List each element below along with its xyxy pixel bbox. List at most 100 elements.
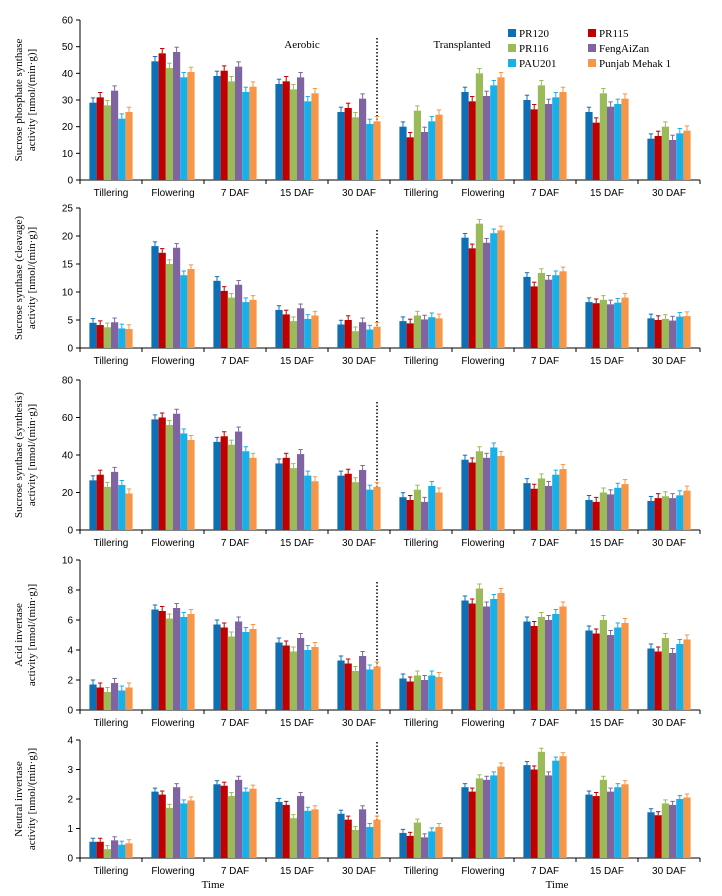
bar-pr120	[275, 642, 283, 710]
y-tick-label: 25	[62, 204, 74, 215]
bar-pau201	[428, 485, 436, 530]
bar-pr116	[413, 675, 421, 710]
bar-pr120	[275, 463, 283, 530]
bar-pau201	[366, 489, 374, 530]
bar-fengaizan	[173, 413, 181, 530]
bar-pau201	[614, 104, 622, 180]
bar-punjab-mehak-1	[187, 440, 195, 530]
bar-punjab-mehak-1	[249, 457, 257, 530]
bar-pr116	[227, 796, 235, 858]
bar-fengaizan	[359, 656, 367, 710]
bar-pr116	[165, 807, 173, 858]
bar-fengaizan	[483, 457, 491, 530]
bar-pr116	[661, 638, 669, 710]
bar-pau201	[552, 97, 560, 180]
bar-pr120	[523, 765, 531, 858]
legend-swatch-punjab-mehak-1	[588, 59, 596, 67]
bar-punjab-mehak-1	[125, 328, 133, 348]
panel-5: 0 1 2 3 4 Neutral invertaseactivity [nmol/(mi…	[13, 736, 701, 877]
bar-fengaizan	[111, 471, 119, 530]
legend-label-pau201: PAU201	[519, 58, 557, 70]
category-label: 30 DAF	[652, 866, 686, 877]
bar-pau201	[118, 328, 126, 348]
bar-pr115	[406, 500, 414, 530]
bar-pr120	[585, 630, 593, 710]
bar-pr116	[165, 618, 173, 710]
y-tick-label: 0	[67, 706, 73, 717]
y-tick-label: 80	[62, 376, 74, 387]
bar-pr115	[654, 136, 662, 180]
bar-fengaizan	[669, 498, 677, 530]
bar-pr116	[165, 425, 173, 530]
category-label: Tillering	[94, 356, 129, 367]
bar-fengaizan	[483, 606, 491, 710]
bar-pr116	[165, 264, 173, 348]
category-label: Flowering	[461, 718, 504, 729]
category-label: 30 DAF	[342, 866, 376, 877]
bar-pr116	[413, 489, 421, 530]
legend-swatch-pr116	[508, 44, 516, 52]
bar-fengaizan	[111, 90, 119, 180]
bar-punjab-mehak-1	[125, 843, 133, 858]
y-tick-label: 50	[62, 42, 74, 53]
category-label: 30 DAF	[342, 718, 376, 729]
bar-pr115	[344, 663, 352, 710]
bar-pr116	[537, 85, 545, 180]
bar-pr116	[103, 692, 111, 710]
bar-pr116	[289, 321, 297, 348]
category-label: 7 DAF	[221, 866, 249, 877]
bar-pr120	[213, 280, 221, 348]
category-label: Tillering	[94, 538, 129, 549]
bar-pau201	[552, 760, 560, 858]
bar-pr115	[530, 769, 538, 858]
bar-pau201	[614, 302, 622, 348]
bar-pr116	[661, 318, 669, 348]
bar-punjab-mehak-1	[373, 121, 381, 180]
bar-pr116	[165, 68, 173, 180]
bar-pr116	[661, 496, 669, 530]
bar-pr116	[661, 803, 669, 858]
bar-pr120	[151, 419, 159, 530]
bar-pr120	[647, 648, 655, 710]
bar-fengaizan	[173, 608, 181, 710]
bar-fengaizan	[545, 279, 553, 348]
category-label: Tillering	[94, 866, 129, 877]
bar-pr116	[475, 73, 483, 180]
panel-1: 0 10 20 30 40 50 60 Sucrose phosphate synthasea…	[13, 16, 701, 199]
bar-pr120	[523, 100, 531, 180]
bar-pr115	[530, 626, 538, 710]
bar-pr115	[592, 633, 600, 710]
y-tick-label: 4	[67, 736, 73, 747]
bar-pr115	[468, 791, 476, 858]
bar-pau201	[428, 675, 436, 710]
category-label: 15 DAF	[590, 356, 624, 367]
bar-pr120	[399, 321, 407, 348]
bar-pr116	[227, 636, 235, 710]
bar-pr120	[337, 112, 345, 180]
category-label: 15 DAF	[280, 356, 314, 367]
bar-pr115	[406, 323, 414, 348]
bar-pr116	[103, 327, 111, 348]
x-axis-title-left: Time	[202, 879, 225, 891]
bar-punjab-mehak-1	[559, 606, 567, 710]
bar-pr115	[158, 417, 166, 530]
bar-pr120	[275, 801, 283, 858]
category-label: 15 DAF	[590, 718, 624, 729]
bar-punjab-mehak-1	[621, 484, 629, 530]
bar-pau201	[242, 791, 250, 858]
bar-pr120	[399, 497, 407, 530]
bar-pr120	[399, 832, 407, 858]
bar-pr120	[213, 441, 221, 530]
bar-pr116	[537, 617, 545, 710]
bar-punjab-mehak-1	[559, 469, 567, 530]
category-label: Tillering	[94, 188, 129, 199]
bar-pr120	[647, 500, 655, 530]
bar-pr120	[89, 684, 97, 710]
bar-fengaizan	[297, 796, 305, 858]
bar-pr116	[475, 778, 483, 858]
category-label: 15 DAF	[280, 866, 314, 877]
category-label: Tillering	[404, 718, 439, 729]
bar-punjab-mehak-1	[435, 677, 443, 710]
bar-pau201	[676, 644, 684, 710]
bar-pr120	[213, 784, 221, 858]
